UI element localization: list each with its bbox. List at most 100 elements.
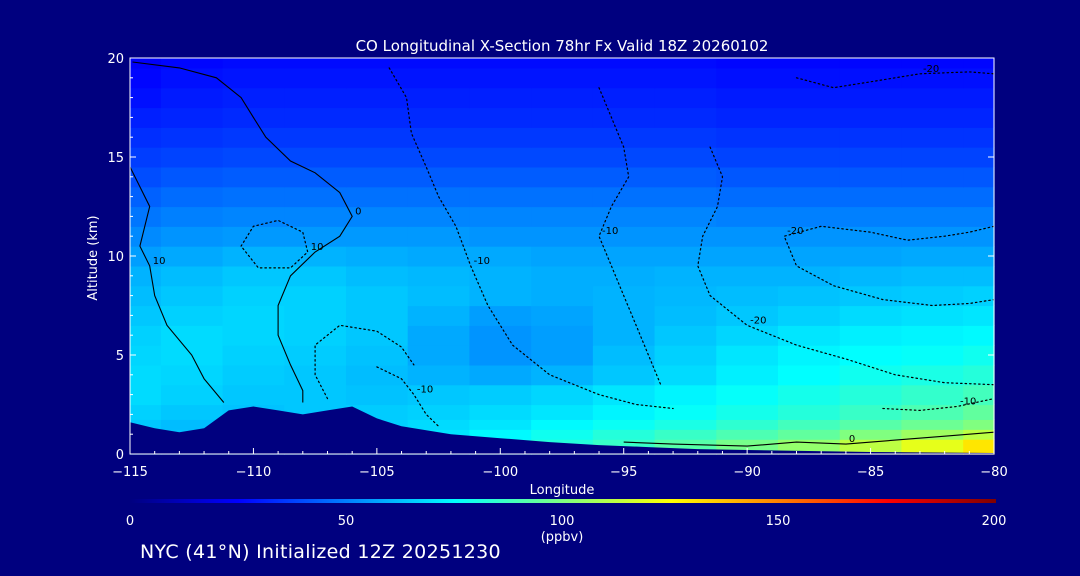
heatmap-cell bbox=[407, 364, 471, 386]
heatmap-cell bbox=[654, 345, 717, 366]
heatmap-cell bbox=[963, 147, 995, 168]
heatmap-cell bbox=[716, 147, 779, 168]
colorbar-tick-label: 150 bbox=[766, 514, 791, 529]
heatmap-cell bbox=[407, 325, 471, 346]
heatmap-cell bbox=[531, 404, 594, 420]
heatmap-cell bbox=[469, 305, 532, 326]
heatmap-cell bbox=[469, 58, 532, 69]
heatmap-cell bbox=[222, 364, 285, 386]
contour-line bbox=[376, 366, 440, 427]
heatmap-cell bbox=[654, 67, 717, 89]
heatmap-cell bbox=[901, 147, 964, 168]
heatmap-cell bbox=[963, 285, 995, 307]
heatmap-cell bbox=[901, 265, 964, 287]
heatmap-cell bbox=[222, 206, 285, 227]
heatmap-cell bbox=[654, 127, 717, 148]
heatmap-cell bbox=[654, 305, 717, 326]
heatmap-cell bbox=[531, 147, 594, 168]
heatmap-cell bbox=[839, 226, 903, 247]
heatmap-cell bbox=[160, 265, 224, 287]
heatmap-cell bbox=[716, 345, 779, 366]
heatmap-cell bbox=[654, 147, 717, 168]
contour-line bbox=[132, 61, 353, 403]
heatmap-cell bbox=[778, 58, 841, 69]
x-tick-label: −105 bbox=[359, 465, 395, 480]
heatmap-cell bbox=[469, 186, 532, 208]
heatmap-cell bbox=[407, 345, 471, 366]
heatmap-cell bbox=[346, 166, 409, 188]
heatmap-cell bbox=[346, 246, 409, 267]
heatmap-cell bbox=[346, 127, 409, 148]
contour-label: 0 bbox=[355, 206, 361, 217]
heatmap-cell bbox=[901, 127, 964, 148]
heatmap-cell bbox=[531, 419, 594, 430]
heatmap-cell bbox=[592, 226, 656, 247]
contour-lines: 0 10 0 10 -10 -10 -20 -20 -20 -10 -10 bbox=[129, 61, 995, 447]
heatmap-cell bbox=[531, 107, 594, 128]
heatmap-cell bbox=[901, 186, 964, 208]
colorbar-tick-label: 0 bbox=[126, 514, 134, 529]
heatmap-cell bbox=[963, 305, 995, 326]
heatmap-field bbox=[130, 58, 995, 455]
heatmap-cell bbox=[222, 147, 285, 168]
heatmap-cell bbox=[469, 67, 532, 89]
contour-line bbox=[795, 71, 995, 89]
heatmap-cell bbox=[839, 384, 903, 406]
heatmap-cell bbox=[531, 226, 594, 247]
heatmap-cell bbox=[130, 186, 162, 208]
heatmap-cell bbox=[716, 429, 779, 440]
contour-line bbox=[129, 166, 225, 403]
heatmap-cell bbox=[839, 419, 903, 430]
heatmap-cell bbox=[654, 166, 717, 188]
heatmap-cell bbox=[963, 404, 995, 420]
heatmap-cell bbox=[469, 246, 532, 267]
heatmap-cell bbox=[901, 285, 964, 307]
heatmap-cell bbox=[130, 246, 162, 267]
heatmap-cell bbox=[901, 166, 964, 188]
heatmap-cell bbox=[963, 325, 995, 346]
heatmap-cell bbox=[407, 87, 471, 109]
heatmap-cell bbox=[531, 186, 594, 208]
heatmap-cell bbox=[346, 325, 409, 346]
heatmap-cell bbox=[284, 206, 347, 227]
heatmap-cell bbox=[839, 206, 903, 227]
heatmap-cell bbox=[130, 147, 162, 168]
heatmap-cell bbox=[901, 325, 964, 346]
heatmap-cell bbox=[346, 384, 409, 406]
heatmap-cell bbox=[839, 246, 903, 267]
heatmap-cell bbox=[654, 186, 717, 208]
plot-area: 0 10 0 10 -10 -10 -20 -20 -20 -10 -10 bbox=[129, 57, 995, 455]
heatmap-cell bbox=[654, 419, 717, 430]
heatmap-cell bbox=[130, 265, 162, 287]
heatmap-cell bbox=[407, 305, 471, 326]
heatmap-cell bbox=[901, 206, 964, 227]
heatmap-cell bbox=[160, 305, 224, 326]
heatmap-cell bbox=[346, 147, 409, 168]
heatmap-cell bbox=[284, 58, 347, 69]
heatmap-cell bbox=[284, 107, 347, 128]
heatmap-cell bbox=[469, 325, 532, 346]
heatmap-cell bbox=[839, 325, 903, 346]
heatmap-cell bbox=[531, 206, 594, 227]
heatmap-cell bbox=[716, 67, 779, 89]
heatmap-cell bbox=[716, 58, 779, 69]
heatmap-cell bbox=[222, 384, 285, 406]
heatmap-cell bbox=[130, 325, 162, 346]
terrain-shape bbox=[130, 406, 994, 454]
heatmap-cell bbox=[160, 419, 224, 430]
heatmap-cell bbox=[778, 419, 841, 430]
contour-label: 10 bbox=[311, 242, 324, 253]
heatmap-cell bbox=[469, 384, 532, 406]
heatmap-cell bbox=[901, 87, 964, 109]
heatmap-cell bbox=[778, 246, 841, 267]
heatmap-cell bbox=[222, 127, 285, 148]
heatmap-cell bbox=[531, 246, 594, 267]
heatmap-cell bbox=[901, 429, 964, 440]
heatmap-cell bbox=[963, 67, 995, 89]
heatmap-cell bbox=[222, 345, 285, 366]
heatmap-cell bbox=[407, 67, 471, 89]
heatmap-cell bbox=[407, 246, 471, 267]
heatmap-cell bbox=[963, 226, 995, 247]
heatmap-cell bbox=[716, 285, 779, 307]
